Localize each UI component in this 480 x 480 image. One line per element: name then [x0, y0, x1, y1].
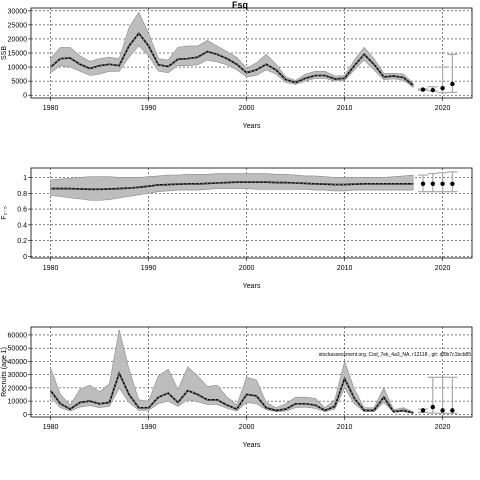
x-axis-label: Years: [243, 442, 261, 449]
x-tick-label: 2010: [337, 105, 353, 112]
y-axis-label: SSB: [1, 46, 8, 60]
x-tick-label: 1980: [43, 265, 59, 272]
y-tick-label: 0: [23, 254, 27, 261]
x-tick-label: 1990: [141, 265, 157, 272]
x-axis-label: Years: [243, 123, 261, 130]
x-tick-label: 2000: [239, 424, 255, 431]
y-tick-label: 0.8: [17, 191, 27, 198]
x-tick-label: 2020: [435, 105, 451, 112]
y-axis-label: F₂₋₅: [1, 206, 8, 220]
y-tick-label: 50000: [8, 346, 28, 353]
x-tick-label: 2020: [435, 265, 451, 272]
y-tick-label: 60000: [8, 332, 28, 339]
projection-point: [440, 408, 445, 413]
plot-frame: [30, 326, 473, 418]
y-tick-label: 0: [23, 93, 27, 100]
y-tick-label: 0.2: [17, 238, 27, 245]
y-tick-label: 10000: [8, 399, 28, 406]
projection-point: [420, 408, 426, 413]
median-dash: [50, 181, 414, 190]
median-dash: [50, 372, 414, 414]
y-tick-label: 0.6: [17, 207, 27, 214]
y-tick-label: 20000: [8, 385, 28, 392]
x-tick-label: 1990: [141, 105, 157, 112]
median-dash: [50, 32, 414, 86]
projection-point: [420, 181, 426, 186]
projection-point: [450, 81, 455, 87]
y-tick-label: 5000: [11, 79, 27, 86]
recruitment-panel: 1980 1990 2000 2010 2020 0 10000 20000 30000 4000…: [1, 326, 473, 449]
plot-annotation: stockassessment.org, Cod_7ek_4a3_NA, r12…: [319, 352, 471, 358]
x-tick-label: 2010: [337, 265, 353, 272]
projection-point: [430, 181, 435, 186]
y-tick-label: 15000: [8, 51, 28, 58]
y-tick-label: 25000: [8, 22, 28, 29]
figure-title: Fsq: [232, 0, 248, 10]
projection-point: [440, 181, 445, 186]
y-tick-label: 30000: [8, 8, 28, 15]
projection-point: [420, 87, 426, 92]
x-axis-label: Years: [243, 283, 261, 290]
projection-point: [440, 85, 445, 91]
y-tick-label: 40000: [8, 359, 28, 366]
x-tick-label: 1980: [43, 105, 59, 112]
ssb-panel: 1980 1990 2000 2010 2020 0 5000 10000 15000 20000…: [1, 7, 473, 130]
fishing-mortality-panel: 1980 1990 2000 2010 2020 0 0.2 0.4 0.6 0.8 1 Years F…: [1, 167, 473, 290]
x-tick-label: 1980: [43, 424, 59, 431]
y-tick-label: 0.4: [17, 222, 27, 229]
x-tick-label: 1990: [141, 424, 157, 431]
y-tick-label: 0: [23, 412, 27, 419]
y-tick-label: 20000: [8, 36, 28, 43]
y-tick-label: 1: [23, 175, 27, 182]
x-tick-label: 2020: [435, 424, 451, 431]
projection-point: [450, 181, 455, 186]
y-axis-label: Recruits (age 1): [1, 347, 8, 397]
confidence-band: [50, 329, 414, 414]
projection-point: [450, 408, 455, 413]
x-tick-label: 2000: [239, 265, 255, 272]
confidence-band: [50, 11, 414, 88]
y-tick-label: 10000: [8, 65, 28, 72]
x-tick-label: 2000: [239, 105, 255, 112]
projection-point: [430, 87, 435, 93]
projection-point: [430, 404, 435, 410]
x-tick-label: 2010: [337, 424, 353, 431]
confidence-band: [50, 173, 414, 201]
y-tick-label: 30000: [8, 372, 28, 379]
plot-frame: [30, 167, 473, 259]
